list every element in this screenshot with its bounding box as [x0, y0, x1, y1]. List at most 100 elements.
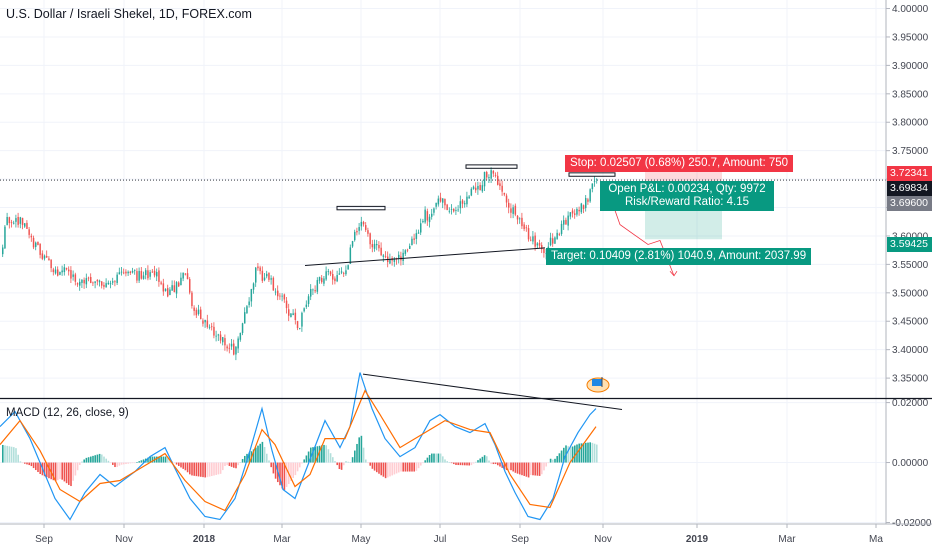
- candle-body: [164, 288, 167, 292]
- candle-body: [554, 237, 556, 244]
- risk-reward-text: Risk/Reward Ratio: 4.15: [625, 196, 749, 208]
- candle-body: [501, 185, 503, 192]
- candle-body: [316, 280, 319, 292]
- macd-histogram-bar: [343, 462, 345, 466]
- candle-body: [347, 265, 349, 270]
- candle-body: [310, 289, 312, 297]
- macd-histogram-bar: [512, 462, 514, 472]
- candle-body: [314, 290, 316, 292]
- macd-histogram-bar: [593, 443, 596, 463]
- macd-histogram-bar: [195, 462, 198, 477]
- candle-body: [354, 231, 356, 241]
- candle-body: [94, 281, 96, 283]
- candle-body: [272, 277, 275, 291]
- candle-body: [301, 312, 303, 327]
- candle-body: [76, 283, 79, 285]
- candle-body: [26, 222, 28, 229]
- candle-body: [534, 235, 536, 247]
- macd-histogram-bar: [400, 462, 402, 472]
- candle-body: [125, 271, 127, 274]
- boost-flag-icon[interactable]: [585, 373, 611, 393]
- macd-histogram-bar: [437, 453, 440, 463]
- macd-trendline: [362, 373, 623, 410]
- candle-body: [92, 282, 94, 284]
- candle-body: [343, 272, 345, 274]
- candle-body: [365, 225, 367, 230]
- macd-histogram-bar: [369, 462, 371, 466]
- macd-histogram-bar: [387, 462, 389, 478]
- macd-histogram-bar: [483, 455, 486, 463]
- candle-body: [59, 271, 61, 275]
- candle-body: [285, 300, 288, 309]
- candle-body: [552, 238, 554, 244]
- macd-histogram-bar: [233, 462, 235, 468]
- candle-body: [514, 205, 517, 215]
- candle-body: [560, 223, 563, 234]
- candle-body: [413, 238, 415, 240]
- macd-histogram-bar: [72, 462, 74, 481]
- macd-histogram-bar: [26, 462, 28, 465]
- macd-histogram-bar: [294, 462, 297, 476]
- candle-body: [131, 270, 134, 273]
- candle-body: [398, 254, 400, 258]
- macd-histogram-bar: [420, 462, 422, 466]
- macd-histogram-bar: [404, 462, 407, 472]
- candle-body: [248, 301, 250, 306]
- price-tick-label: 3.60000: [892, 231, 929, 242]
- macd-histogram-bar: [129, 462, 132, 464]
- time-tick-label: Sep: [35, 534, 53, 545]
- candle-body: [461, 200, 464, 204]
- macd-histogram-bar: [536, 462, 539, 476]
- candle-body: [543, 248, 545, 253]
- macd-histogram-bar: [6, 445, 8, 463]
- candle-body: [488, 177, 490, 179]
- candle-body: [98, 280, 101, 283]
- price-tick-label: 3.45000: [892, 317, 929, 328]
- price-tick-label: 3.90000: [892, 61, 929, 72]
- macd-histogram-bar: [457, 462, 459, 466]
- price-tick-label: 3.50000: [892, 288, 929, 299]
- macd-histogram-bar: [323, 444, 325, 463]
- price-tick-label: 3.55000: [892, 260, 929, 271]
- macd-histogram-bar: [365, 459, 367, 463]
- candle-body: [305, 304, 308, 307]
- candle-body: [226, 346, 228, 349]
- candle-body: [43, 255, 46, 259]
- macd-histogram-bar: [255, 447, 257, 463]
- macd-histogram-bar: [30, 462, 33, 467]
- macd-histogram-bar: [303, 459, 305, 463]
- candle-body: [384, 256, 387, 258]
- candle-body: [118, 272, 121, 275]
- macd-histogram-bar: [587, 442, 589, 463]
- candle-body: [268, 272, 270, 280]
- shoulder-box: [465, 164, 518, 169]
- candle-body: [156, 272, 158, 277]
- macd-histogram-bar: [19, 461, 22, 463]
- neckline-trendline: [304, 247, 546, 267]
- candle-body: [175, 282, 178, 294]
- macd-histogram-bar: [96, 454, 99, 463]
- macd-histogram-bar: [83, 459, 85, 463]
- macd-histogram-bar: [13, 447, 15, 463]
- macd-histogram-bar: [134, 462, 136, 464]
- candle-body: [532, 236, 534, 242]
- candle-body: [4, 226, 6, 249]
- macd-histogram-bar: [70, 462, 72, 487]
- candle-body: [464, 203, 466, 205]
- macd-histogram-bar: [596, 444, 598, 463]
- candle-body: [340, 271, 343, 273]
- price-tick-label: 3.75000: [892, 146, 929, 157]
- candle-body: [549, 237, 552, 246]
- macd-histogram-bar: [292, 462, 294, 479]
- candle-body: [263, 277, 266, 281]
- macd-histogram-bar: [409, 462, 411, 472]
- candle-body: [191, 292, 193, 307]
- macd-histogram-bar: [358, 437, 360, 463]
- candle-body: [299, 328, 301, 329]
- candle-body: [19, 217, 22, 224]
- macd-histogram-bar: [541, 462, 543, 475]
- projection-arrow-head: [669, 270, 678, 277]
- macd-histogram-bar: [160, 456, 162, 463]
- macd-histogram-bar: [226, 462, 228, 466]
